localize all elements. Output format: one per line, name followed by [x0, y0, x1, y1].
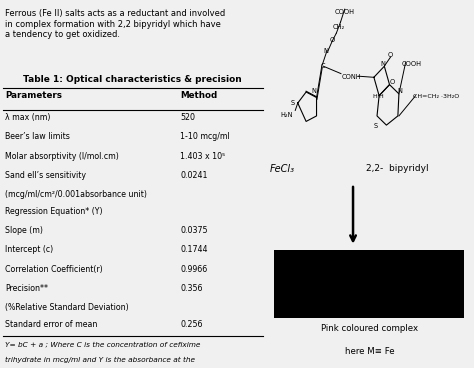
- Text: Pink coloured complex: Pink coloured complex: [321, 324, 418, 333]
- Text: O: O: [329, 37, 335, 43]
- Text: CONH: CONH: [341, 74, 361, 79]
- Text: Standard error of mean: Standard error of mean: [5, 320, 98, 329]
- Text: λ max (nm): λ max (nm): [5, 113, 51, 122]
- Text: 0.1744: 0.1744: [181, 245, 208, 254]
- Text: O: O: [388, 52, 393, 57]
- Text: H₂N: H₂N: [280, 112, 292, 118]
- Text: Beer’s law limits: Beer’s law limits: [5, 132, 70, 141]
- Text: FeCl₃: FeCl₃: [270, 164, 295, 174]
- Text: S: S: [291, 100, 295, 106]
- Text: Parameters: Parameters: [5, 91, 62, 100]
- Text: N: N: [311, 88, 316, 94]
- Text: N: N: [323, 48, 328, 54]
- Text: 520: 520: [181, 113, 195, 122]
- Text: trihydrate in mcg/ml and Y is the absorbance at the: trihydrate in mcg/ml and Y is the absorb…: [5, 357, 195, 363]
- Text: CH₂: CH₂: [332, 24, 345, 30]
- Text: 2,2-  bipyridyl: 2,2- bipyridyl: [365, 164, 428, 173]
- Text: COOH: COOH: [335, 9, 355, 15]
- Text: Molar absorptivity (l/mol.cm): Molar absorptivity (l/mol.cm): [5, 152, 119, 160]
- Text: 0.256: 0.256: [181, 320, 203, 329]
- Text: Method: Method: [181, 91, 218, 100]
- Text: O: O: [390, 79, 395, 85]
- Text: Ferrous (Fe II) salts acts as a reductant and involved
in complex formation with: Ferrous (Fe II) salts acts as a reductan…: [5, 9, 226, 39]
- Text: COOH: COOH: [401, 61, 421, 67]
- Text: 1-10 mcg/ml: 1-10 mcg/ml: [181, 132, 230, 141]
- Text: C: C: [320, 63, 325, 68]
- Text: 0.9966: 0.9966: [181, 265, 208, 273]
- Text: N: N: [398, 88, 402, 94]
- Text: Slope (m): Slope (m): [5, 226, 43, 235]
- Text: 0.0241: 0.0241: [181, 171, 208, 180]
- Text: here M≡ Fe: here M≡ Fe: [345, 347, 394, 355]
- Text: (mcg/ml/cm²/0.001absorbance unit): (mcg/ml/cm²/0.001absorbance unit): [5, 190, 147, 199]
- Text: Regression Equation* (Y): Regression Equation* (Y): [5, 207, 103, 216]
- Text: Precision**: Precision**: [5, 284, 48, 293]
- Text: Sand ell’s sensitivity: Sand ell’s sensitivity: [5, 171, 86, 180]
- Text: H: H: [373, 94, 377, 99]
- Text: Table 1: Optical characteristics & precision: Table 1: Optical characteristics & preci…: [23, 75, 242, 84]
- Bar: [274, 250, 464, 318]
- Text: (%Relative Standard Deviation): (%Relative Standard Deviation): [5, 303, 129, 312]
- Text: Correlation Coefficient(r): Correlation Coefficient(r): [5, 265, 103, 273]
- Text: N: N: [381, 61, 386, 67]
- Text: H: H: [379, 94, 383, 99]
- Text: 0.0375: 0.0375: [181, 226, 208, 235]
- Text: 0.356: 0.356: [181, 284, 203, 293]
- Text: S: S: [374, 123, 378, 129]
- Text: Intercept (c): Intercept (c): [5, 245, 54, 254]
- Text: 1.403 x 10⁵: 1.403 x 10⁵: [181, 152, 226, 160]
- Text: Y= bC + a ; Where C is the concentration of cefixime: Y= bC + a ; Where C is the concentration…: [5, 341, 201, 347]
- Text: CH=CH₂ ·3H₂O: CH=CH₂ ·3H₂O: [413, 94, 460, 99]
